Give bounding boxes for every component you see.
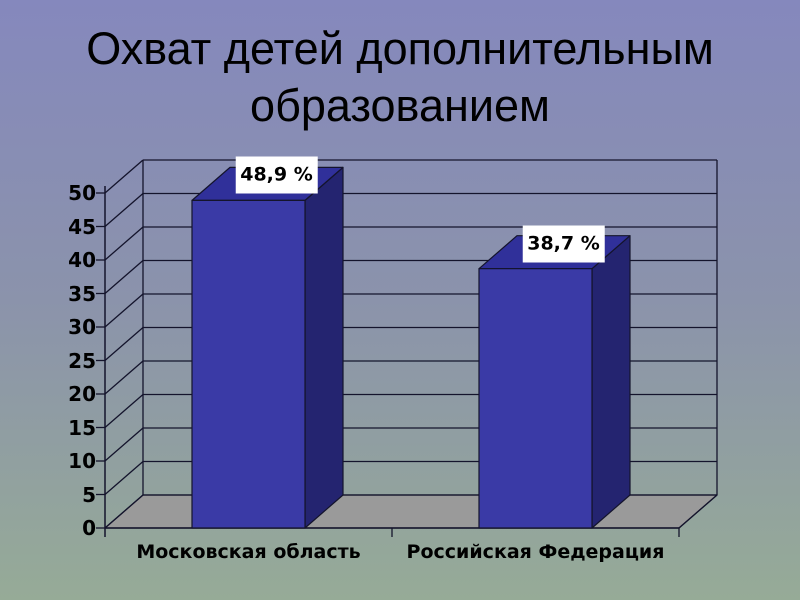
bar-value-label: 48,9 % (235, 156, 318, 194)
bar-front-face (191, 199, 306, 529)
bar-front-face (478, 268, 593, 529)
y-axis-tick-label: 20 (68, 382, 96, 406)
bar-side-face (591, 235, 631, 529)
left-wall-diagonal (104, 159, 144, 194)
y-axis-tick-label: 10 (68, 449, 96, 473)
left-wall-diagonal (104, 427, 144, 462)
slide-title: Охват детей дополнительным образованием (86, 23, 714, 132)
left-wall-diagonal (104, 461, 144, 495)
left-wall-diagonal (104, 327, 144, 361)
y-axis-tick-label: 50 (68, 181, 96, 205)
left-wall-diagonal (104, 293, 144, 328)
left-wall-diagonal (104, 193, 144, 227)
x-axis-category-label: Московская область (136, 541, 361, 563)
y-axis-tick-label: 25 (68, 348, 96, 373)
y-axis-tick-label: 30 (68, 315, 96, 339)
y-axis-tick-label: 45 (68, 214, 96, 239)
y-axis-tick-label: 35 (68, 281, 96, 306)
left-wall-diagonal (104, 394, 144, 428)
left-wall-diagonal (104, 260, 144, 294)
floor-front-right-edge (678, 494, 718, 529)
y-axis-tick-label: 5 (82, 482, 96, 507)
left-wall-diagonal (104, 494, 144, 529)
bar-value-label: 38,7 % (522, 225, 605, 263)
left-wall-diagonal (104, 360, 144, 395)
y-axis-tick-label: 0 (82, 516, 96, 540)
left-wall-diagonal (104, 226, 144, 261)
y-axis-tick-label: 40 (68, 248, 96, 272)
x-axis-category-label: Российская Федерация (406, 541, 665, 563)
bar-side-face (304, 166, 344, 529)
y-axis-tick-label: 15 (68, 415, 96, 440)
